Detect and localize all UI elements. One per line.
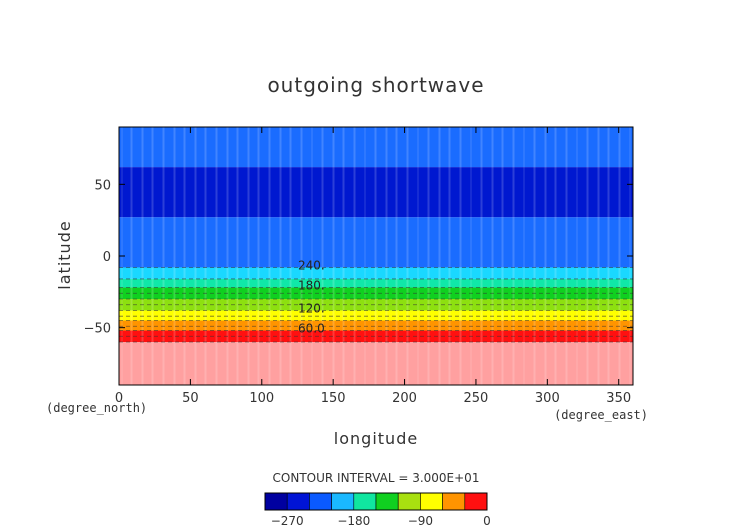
colorbar	[264, 492, 488, 511]
x-tick-label: 100	[249, 391, 274, 406]
x-tick-label: 300	[535, 391, 560, 406]
x-tick-label: 0	[115, 391, 123, 406]
chart-title: outgoing shortwave	[267, 73, 484, 97]
colorbar-tick-label: −180	[337, 514, 370, 528]
contour-band	[119, 330, 633, 342]
y-unit-label: (degree_north)	[46, 401, 147, 415]
y-axis-label: latitude	[55, 220, 74, 289]
x-unit-label: (degree_east)	[554, 408, 648, 422]
x-tick-label: 50	[182, 391, 199, 406]
colorbar-frame	[264, 492, 488, 511]
colorbar-swatch	[264, 492, 288, 511]
colorbar-swatch	[397, 492, 421, 511]
y-tick-label: 50	[94, 178, 111, 193]
contour-interval-text: CONTOUR INTERVAL = 3.000E+01	[273, 471, 480, 485]
plot-area	[119, 127, 633, 385]
contour-band	[119, 320, 633, 331]
colorbar-tick-label: 0	[483, 514, 491, 528]
x-axis-ticks: 0 50 100 150 200 250 300 350	[115, 127, 631, 406]
colorbar-tick-label: −270	[271, 514, 304, 528]
contour-label: 240.	[298, 258, 325, 272]
colorbar-swatch	[464, 492, 488, 511]
colorbar-swatch	[442, 492, 466, 511]
contour-band	[119, 217, 633, 268]
colorbar-tick-label: −90	[408, 514, 433, 528]
contour-band	[119, 267, 633, 279]
contour-band	[119, 167, 633, 218]
colorbar-swatch	[331, 492, 355, 511]
x-tick-label: 250	[464, 391, 489, 406]
contour-labels: 240. 180. 120. 60.0	[298, 258, 325, 335]
colorbar-swatch	[420, 492, 443, 511]
y-axis-ticks: −50 0 50	[84, 178, 633, 337]
x-tick-label: 200	[392, 391, 417, 406]
contour-band	[119, 278, 633, 288]
contour-label: 120.	[298, 301, 325, 315]
x-tick-label: 150	[321, 391, 346, 406]
colorbar-swatch	[286, 492, 310, 511]
colorbar-tick-labels: −270 −180 −90 0	[271, 514, 491, 528]
x-tick-label: 350	[606, 391, 631, 406]
contour-band	[119, 310, 633, 321]
contour-label: 180.	[298, 279, 325, 293]
contour-band	[119, 127, 633, 168]
y-tick-label: 0	[103, 250, 111, 265]
contour-band	[119, 342, 633, 385]
colorbar-swatch	[353, 492, 377, 511]
colorbar-swatch	[309, 492, 332, 511]
contour-band	[119, 287, 633, 299]
x-axis-label: longitude	[334, 429, 418, 448]
colorbar-swatch	[375, 492, 399, 511]
contour-label: 60.0	[298, 322, 325, 336]
y-tick-label: −50	[84, 322, 111, 337]
plot-overlays	[119, 127, 633, 385]
contour-band	[119, 299, 633, 311]
